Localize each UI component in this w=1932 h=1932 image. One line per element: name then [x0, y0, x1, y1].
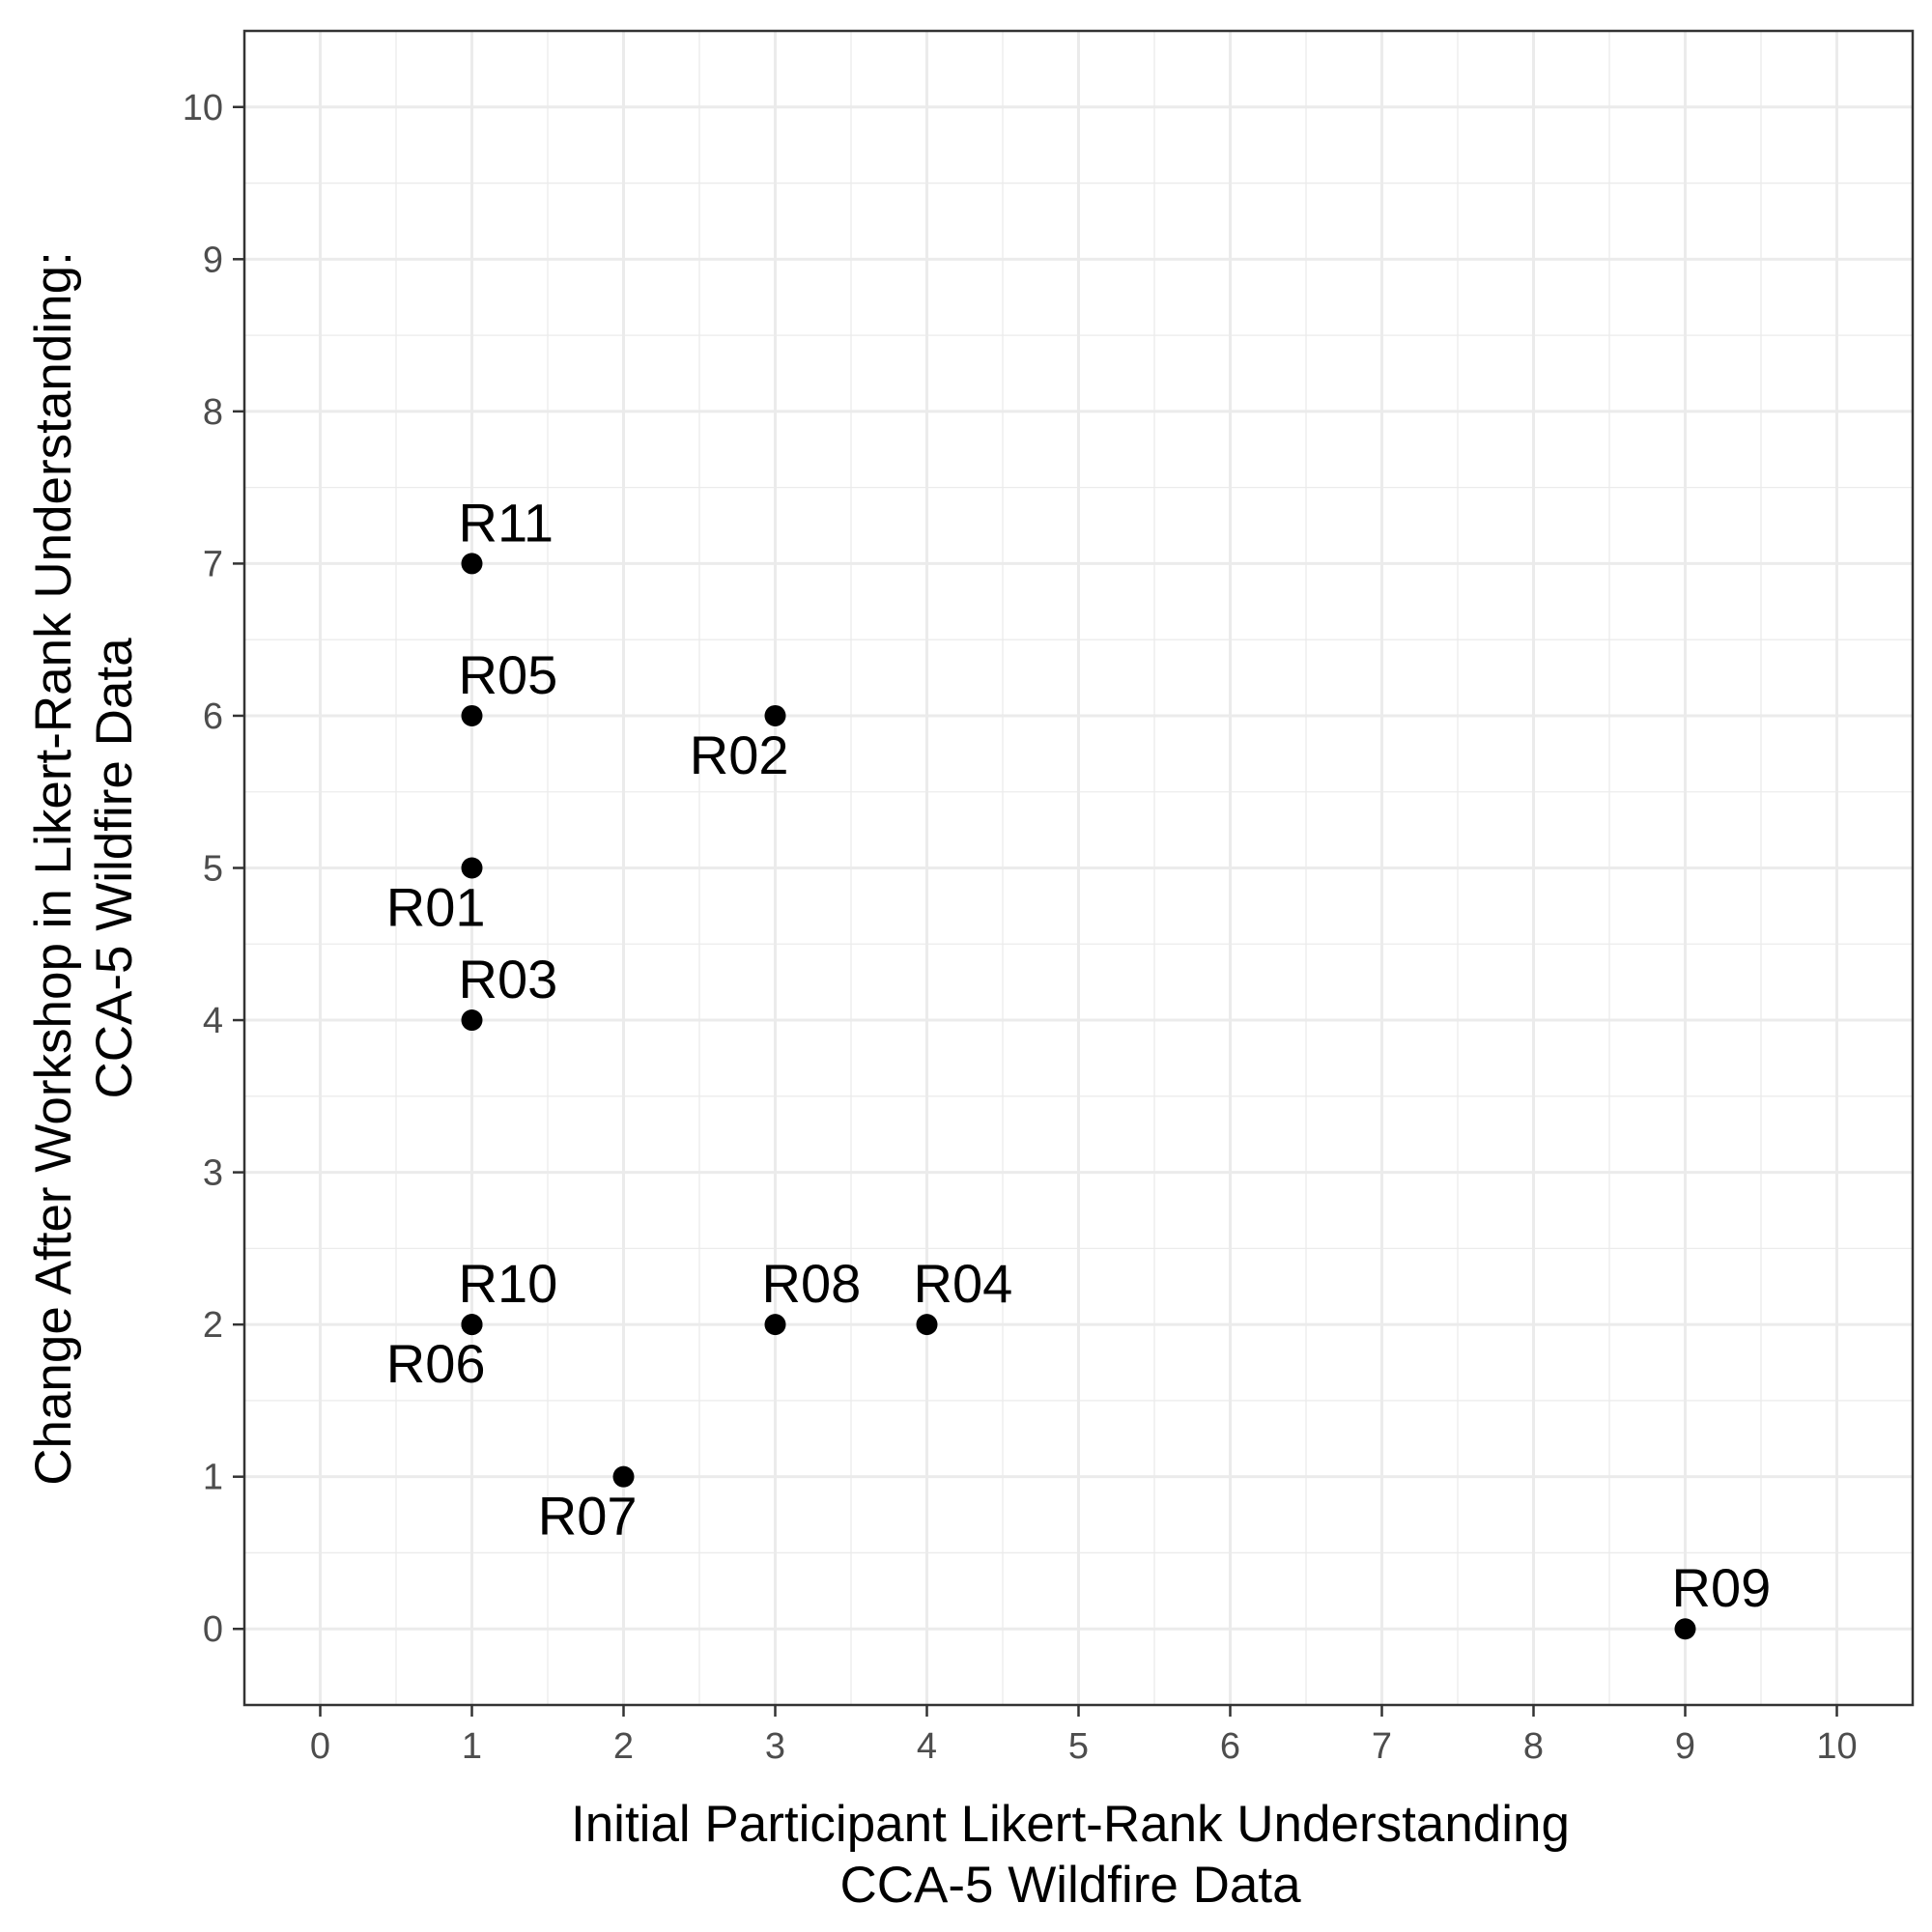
y-axis-tick-label: 9	[203, 240, 223, 280]
data-point-r05	[461, 704, 483, 726]
point-label-r02: R02	[690, 724, 789, 785]
point-label-r07: R07	[538, 1486, 638, 1547]
y-axis-tick-label: 3	[203, 1153, 223, 1194]
point-label-r10: R10	[459, 1253, 558, 1314]
point-label-r06: R06	[386, 1333, 486, 1394]
y-axis-title-line-2: CCA-5 Wildfire Data	[86, 638, 143, 1099]
point-label-r11: R11	[459, 492, 554, 553]
y-axis-title: Change After Workshop in Likert-Rank Und…	[25, 251, 143, 1486]
x-axis-tick-label: 3	[765, 1726, 785, 1767]
data-point-r11	[461, 553, 483, 575]
point-labels: R01 R02 R03 R04 R05 R06 R07 R08 R09 R10 R11	[386, 492, 1771, 1618]
point-label-r08: R08	[762, 1253, 862, 1314]
point-label-r04: R04	[914, 1253, 1013, 1314]
x-axis-tick-label: 5	[1068, 1726, 1089, 1767]
point-label-r01: R01	[386, 877, 486, 938]
data-point-r09	[1674, 1618, 1696, 1640]
y-axis-ticks	[233, 105, 244, 1631]
data-point-r02	[764, 704, 786, 726]
data-point-r03	[461, 1009, 483, 1032]
x-axis-tick-label: 8	[1523, 1726, 1544, 1767]
y-axis-tick-labels: 0 1 2 3 4 5 6 7 8 9 10	[183, 88, 223, 1650]
y-axis-tick-label: 7	[203, 544, 223, 584]
x-axis-title-line-1: Initial Participant Likert-Rank Understa…	[571, 1796, 1570, 1853]
data-point-r07	[612, 1465, 635, 1488]
y-axis-tick-label: 1	[203, 1458, 223, 1498]
data-point-r10	[461, 1314, 483, 1336]
x-axis-ticks	[319, 1705, 1838, 1717]
x-axis-tick-label: 9	[1675, 1726, 1695, 1767]
point-label-r03: R03	[459, 949, 558, 1009]
x-axis-tick-label: 0	[310, 1726, 330, 1767]
x-axis-tick-label: 2	[613, 1726, 634, 1767]
point-label-r05: R05	[459, 644, 558, 705]
data-points	[461, 553, 1696, 1640]
y-axis-tick-label: 2	[203, 1305, 223, 1346]
x-axis-tick-label: 10	[1816, 1726, 1857, 1767]
point-label-r09: R09	[1672, 1557, 1772, 1618]
y-axis-tick-label: 10	[183, 88, 223, 128]
x-axis-tick-label: 6	[1220, 1726, 1240, 1767]
x-axis-tick-label: 7	[1372, 1726, 1392, 1767]
y-axis-tick-label: 8	[203, 392, 223, 433]
data-point-r04	[916, 1314, 938, 1336]
x-axis-tick-label: 1	[462, 1726, 482, 1767]
y-axis-tick-label: 4	[203, 1001, 223, 1041]
y-axis-tick-label: 0	[203, 1609, 223, 1650]
y-axis-tick-label: 5	[203, 849, 223, 890]
x-axis-tick-labels: 0 1 2 3 4 5 6 7 8 9 10	[310, 1726, 1858, 1767]
x-axis-title-line-2: CCA-5 Wildfire Data	[839, 1857, 1301, 1914]
data-point-r08	[764, 1314, 786, 1336]
y-axis-tick-label: 6	[203, 696, 223, 737]
x-axis-tick-label: 4	[917, 1726, 937, 1767]
y-axis-title-line-1: Change After Workshop in Likert-Rank Und…	[25, 251, 82, 1486]
data-point-r01	[461, 857, 483, 879]
